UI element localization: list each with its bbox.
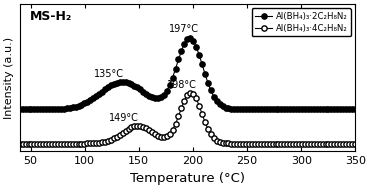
Al(BH₄)₃·4C₂H₈N₂ bbox=[317, 143, 322, 145]
Al(BH₄)₃·2C₂H₈N₂ bbox=[317, 108, 322, 110]
Al(BH₄)₃·2C₂H₈N₂ bbox=[17, 108, 22, 110]
Al(BH₄)₃·4C₂H₈N₂ bbox=[94, 142, 98, 144]
Line: Al(BH₄)₃·4C₂H₈N₂: Al(BH₄)₃·4C₂H₈N₂ bbox=[17, 90, 357, 146]
Al(BH₄)₃·2C₂H₈N₂ bbox=[188, 37, 192, 40]
Al(BH₄)₃·2C₂H₈N₂ bbox=[353, 108, 357, 110]
Al(BH₄)₃·4C₂H₈N₂ bbox=[223, 142, 228, 144]
Text: 198°C: 198°C bbox=[167, 80, 197, 90]
Al(BH₄)₃·4C₂H₈N₂ bbox=[126, 128, 131, 130]
Al(BH₄)₃·4C₂H₈N₂ bbox=[188, 91, 192, 94]
Al(BH₄)₃·2C₂H₈N₂ bbox=[223, 106, 228, 109]
Al(BH₄)₃·4C₂H₈N₂ bbox=[17, 143, 22, 145]
X-axis label: Temperature (°C): Temperature (°C) bbox=[130, 172, 245, 185]
Al(BH₄)₃·2C₂H₈N₂ bbox=[94, 95, 98, 97]
Text: 197°C: 197°C bbox=[169, 24, 199, 34]
Line: Al(BH₄)₃·2C₂H₈N₂: Al(BH₄)₃·2C₂H₈N₂ bbox=[17, 36, 357, 112]
Legend: Al(BH₄)₃·2C₂H₈N₂, Al(BH₄)₃·4C₂H₈N₂: Al(BH₄)₃·2C₂H₈N₂, Al(BH₄)₃·4C₂H₈N₂ bbox=[252, 9, 351, 36]
Al(BH₄)₃·2C₂H₈N₂ bbox=[126, 82, 131, 84]
Text: MS-H₂: MS-H₂ bbox=[30, 10, 72, 23]
Al(BH₄)₃·4C₂H₈N₂ bbox=[353, 143, 357, 145]
Text: 149°C: 149°C bbox=[109, 113, 139, 123]
Al(BH₄)₃·4C₂H₈N₂ bbox=[62, 143, 66, 145]
Al(BH₄)₃·2C₂H₈N₂ bbox=[144, 93, 148, 95]
Y-axis label: Intensity (a.u.): Intensity (a.u.) bbox=[4, 37, 14, 119]
Al(BH₄)₃·2C₂H₈N₂ bbox=[62, 107, 66, 110]
Al(BH₄)₃·4C₂H₈N₂ bbox=[144, 127, 148, 129]
Al(BH₄)₃·4C₂H₈N₂ bbox=[288, 143, 292, 145]
Al(BH₄)₃·2C₂H₈N₂ bbox=[309, 108, 313, 110]
Text: 135°C: 135°C bbox=[94, 69, 124, 79]
